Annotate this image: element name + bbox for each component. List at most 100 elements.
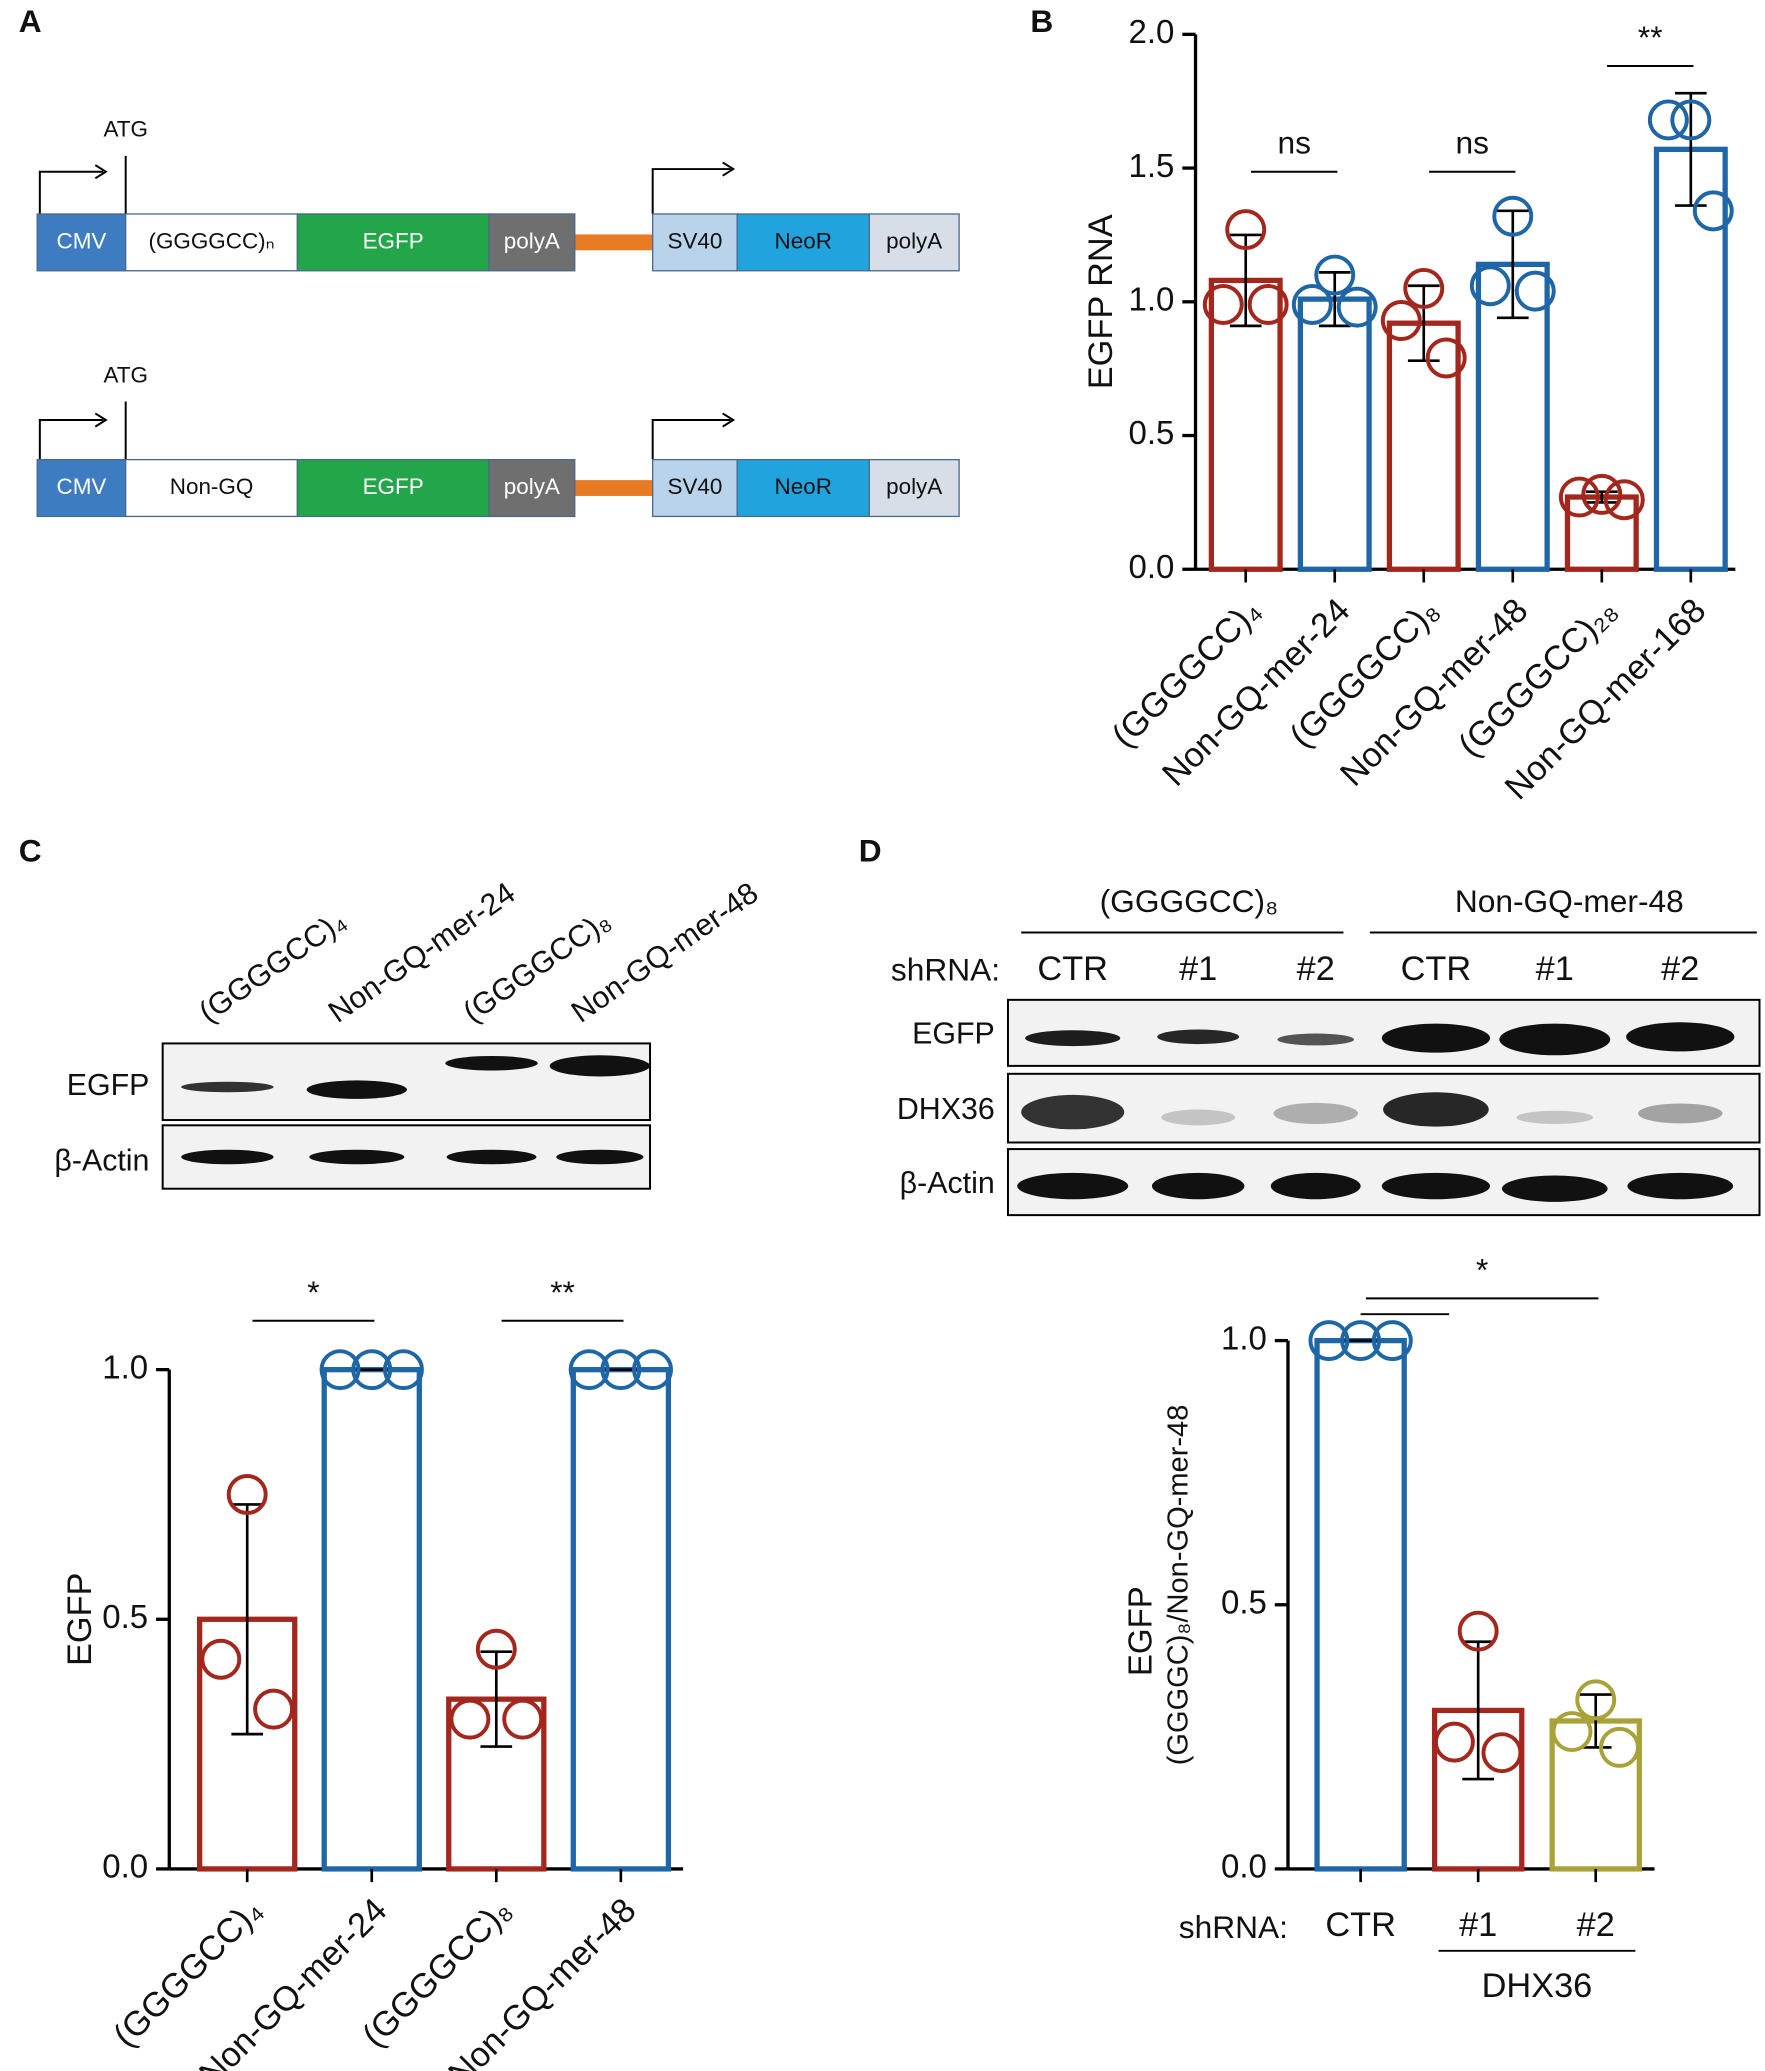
y-tick-label: 1.0 (1129, 281, 1175, 318)
start-codon: ATG (103, 117, 147, 142)
blot-band (1273, 1102, 1358, 1124)
element-box (868, 458, 960, 518)
blot-band (1277, 1033, 1355, 1046)
bar (321, 1367, 422, 1872)
blot-band (1381, 1172, 1491, 1200)
element-box (652, 458, 738, 518)
blot-band (1270, 1172, 1361, 1200)
start-codon: ATG (103, 362, 147, 387)
blot-band (181, 1149, 274, 1165)
error-bar (1462, 1640, 1495, 1781)
element-label: polyA (886, 474, 942, 499)
blot-band (1501, 1175, 1608, 1202)
data-point (1247, 284, 1289, 325)
blot-band (306, 1080, 408, 1099)
blot-band (309, 1149, 405, 1165)
blot-band (1017, 1172, 1129, 1200)
data-point (1581, 473, 1623, 515)
blot-lane-label: CTR (1037, 950, 1108, 988)
data-point (1599, 1726, 1640, 1768)
blot-lane-prefix: shRNA: (891, 951, 1000, 987)
element-label: Non-GQ (170, 474, 254, 499)
element-box (296, 213, 490, 272)
blot-band (1157, 1029, 1240, 1045)
blot-band (556, 1149, 644, 1165)
element-box (36, 213, 127, 272)
significance-label: ** (550, 1274, 575, 1310)
y-tick-label: 1.0 (1221, 1319, 1267, 1356)
data-point (1371, 1320, 1413, 1362)
data-point (226, 1474, 268, 1515)
panel-label: C (19, 833, 42, 869)
blot-row-label: DHX36 (897, 1093, 995, 1126)
data-point (200, 1638, 242, 1680)
data-point (632, 1349, 674, 1391)
element-label: polyA (504, 228, 560, 253)
blot-band (445, 1055, 538, 1071)
data-point (1340, 1320, 1382, 1362)
data-point (568, 1349, 610, 1391)
data-point (1670, 99, 1712, 141)
error-bar (1674, 91, 1707, 207)
data-point (1425, 337, 1467, 379)
element-box (296, 458, 490, 518)
panel-label: B (1030, 3, 1053, 39)
element-box (736, 458, 870, 518)
error-bar (1229, 233, 1262, 328)
element-label: NeoR (775, 228, 832, 253)
linker (574, 234, 653, 251)
blot-group-label: Non-GQ-mer-48 (1455, 883, 1684, 919)
y-tick-label: 1.0 (102, 1348, 148, 1385)
bar (1208, 277, 1283, 572)
bar (570, 1367, 672, 1872)
data-point (1514, 270, 1556, 312)
x-tick-label: #1 (1459, 1906, 1497, 1944)
y-axis-label: EGFP (61, 1573, 99, 1666)
data-point (1225, 209, 1267, 251)
data-point (1403, 267, 1445, 309)
blot-row-label: β-Actin (900, 1167, 995, 1200)
y-tick-label: 0.5 (102, 1598, 148, 1635)
y-tick-label: 0.0 (1129, 548, 1175, 585)
blot-lane-label: Non-GQ-mer-48 (566, 876, 765, 1029)
element-label: polyA (886, 228, 942, 253)
data-point (475, 1628, 517, 1670)
y-tick-label: 0.5 (1129, 414, 1175, 451)
data-point (1575, 1679, 1617, 1721)
data-point (502, 1698, 544, 1740)
blot-lane-label: CTR (1401, 950, 1472, 988)
error-bar (1579, 1693, 1612, 1749)
blot-lane-label: #1 (1179, 950, 1217, 988)
panel-a (38, 155, 736, 460)
element-box (652, 213, 738, 272)
data-point (1291, 284, 1333, 325)
element-box (36, 458, 127, 518)
linker (574, 480, 653, 496)
significance-label: * (307, 1274, 319, 1310)
data-point (1336, 286, 1378, 328)
element-label: EGFP (363, 474, 424, 499)
element-box (868, 213, 960, 272)
significance-label: ns (1277, 125, 1310, 161)
panel-label: A (19, 3, 42, 39)
data-point (1314, 254, 1356, 296)
error-bar (1407, 284, 1440, 362)
data-point (1202, 284, 1244, 325)
blot-band (1161, 1109, 1236, 1126)
data-point (1469, 265, 1511, 307)
x-tick-label: #2 (1577, 1906, 1615, 1944)
significance-label: ** (1638, 19, 1663, 55)
significance-label: ns (1455, 125, 1488, 161)
blot-band (1383, 1092, 1489, 1127)
blot-band (549, 1055, 651, 1077)
error-bar (1496, 209, 1529, 320)
element-label: CMV (57, 228, 107, 253)
element-label: EGFP (363, 228, 424, 253)
element-box (736, 213, 870, 272)
blot-band (446, 1149, 537, 1165)
y-tick-label: 1.5 (1129, 147, 1175, 184)
blot-lane-label: #2 (1661, 950, 1699, 988)
blot-row-label: EGFP (67, 1069, 150, 1102)
y-axis-label: EGFP (1121, 1586, 1158, 1676)
